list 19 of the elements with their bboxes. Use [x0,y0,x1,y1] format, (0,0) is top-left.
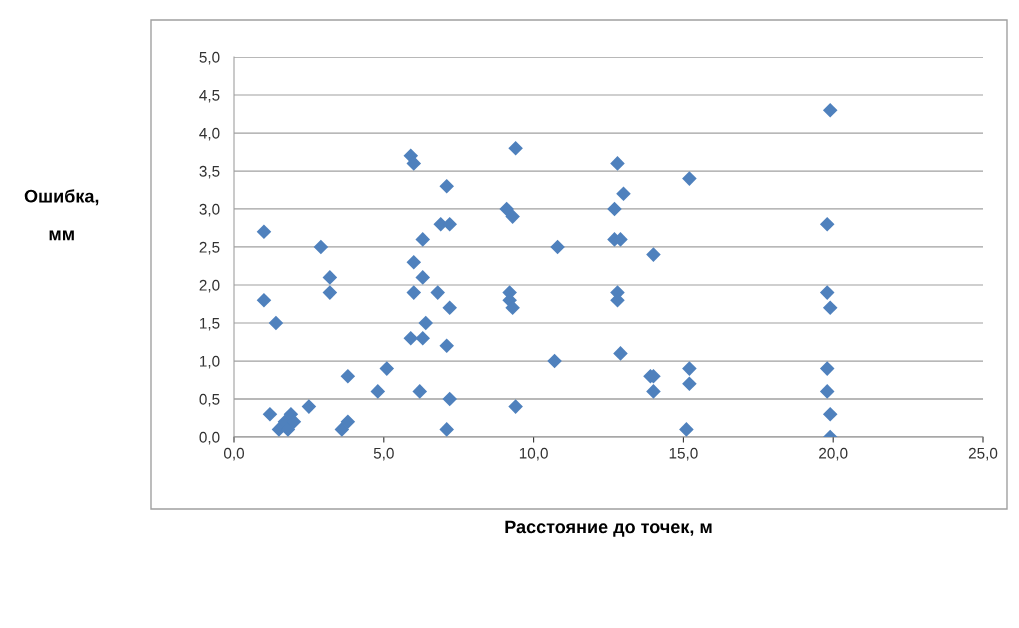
y-tick-label: 4,0 [199,127,220,141]
y-tick-label: 1,5 [200,318,220,331]
y-tick-label: 3,5 [199,165,220,179]
y-tick-label: 2,0 [199,279,220,293]
x-tick-label: 20,0 [819,447,848,461]
x-tick-label: 0,0 [223,447,245,461]
y-tick-label: 2,5 [199,241,220,255]
y-tick-label: 3,0 [199,203,220,217]
y-tick-label: 0,5 [199,393,220,407]
y-tick-label: 0,0 [199,431,220,445]
x-tick-label: 10,0 [519,447,548,461]
x-axis-title: Расстояние до точек, м [505,520,712,537]
x-tick-label: 25,0 [968,447,998,461]
y-tick-label: 5,0 [199,51,220,65]
y-tick-label: 4,5 [199,90,220,103]
text: Ошибка, мм [24,189,99,241]
x-tick-label: 5,0 [373,447,394,461]
x-tick-label: 15,0 [669,447,698,461]
y-tick-label: 1,0 [200,355,220,369]
